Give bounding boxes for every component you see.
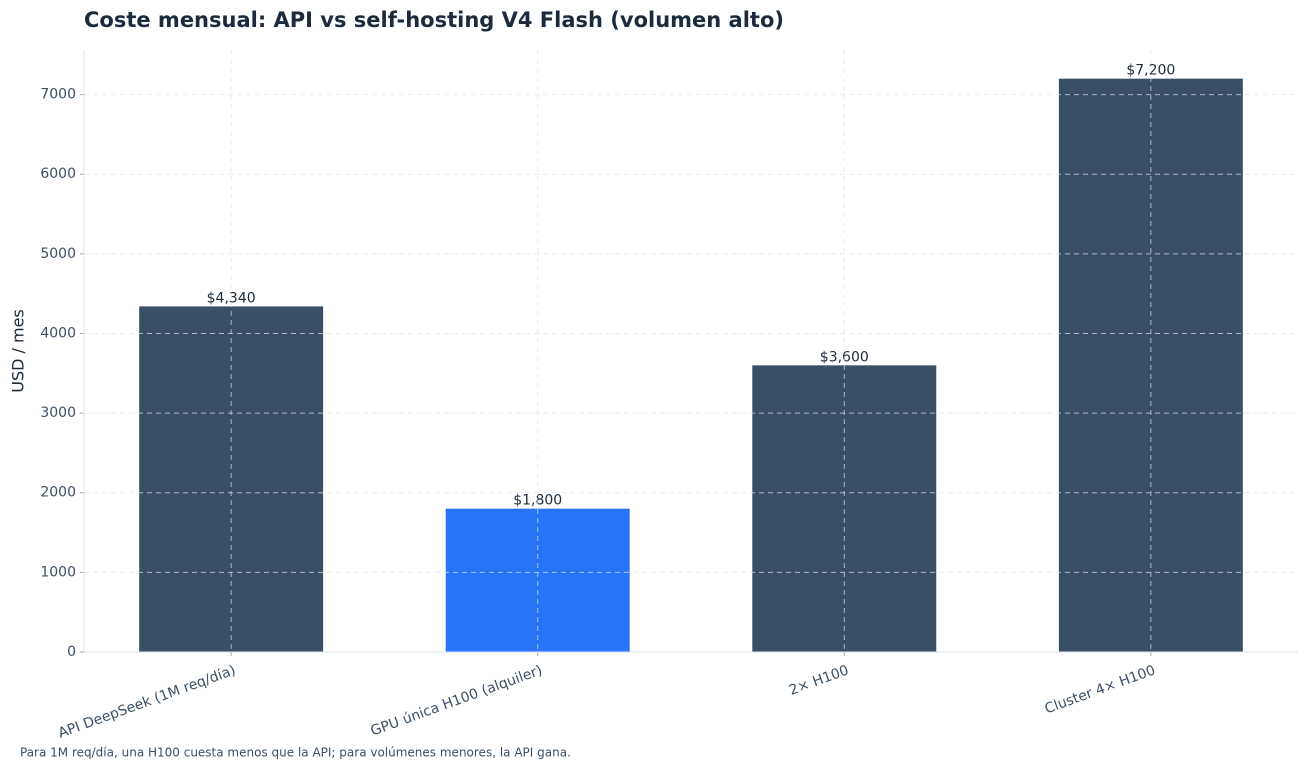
- footnote: Para 1M req/día, una H100 cuesta menos q…: [20, 746, 571, 760]
- y-tick-label: 6000: [40, 166, 76, 182]
- y-tick-label: 1000: [40, 564, 76, 580]
- x-tick-label: API DeepSeek (1M req/día): [56, 662, 238, 741]
- y-axis-label: USD / mes: [9, 309, 28, 393]
- chart-title: Coste mensual: API vs self-hosting V4 Fl…: [84, 8, 784, 32]
- y-tick-label: 4000: [40, 325, 76, 341]
- value-label: $4,340: [207, 290, 256, 306]
- x-tick-label: Cluster 4× H100: [1043, 662, 1158, 717]
- x-tick-label: 2× H100: [787, 662, 851, 698]
- y-tick-label: 3000: [40, 405, 76, 421]
- y-tick-label: 7000: [40, 87, 76, 103]
- y-tick-label: 5000: [40, 246, 76, 262]
- y-tick-label: 2000: [40, 485, 76, 501]
- y-tick-label: 0: [67, 644, 76, 660]
- x-tick-label: GPU única H100 (alquiler): [369, 662, 545, 739]
